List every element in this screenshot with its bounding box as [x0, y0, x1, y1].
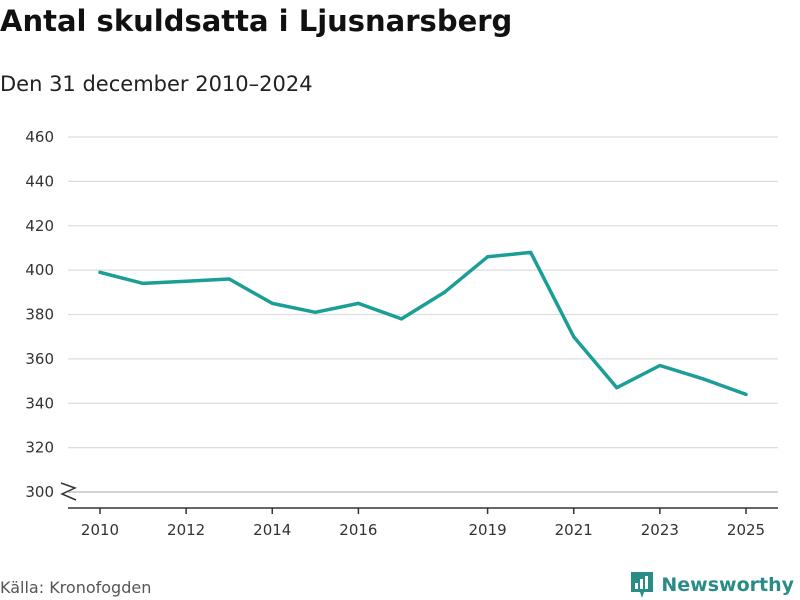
- x-tick-label: 2014: [253, 521, 291, 539]
- data-point: [744, 392, 748, 396]
- source-note: Källa: Kronofogden: [0, 578, 152, 597]
- brand-name: Newsworthy: [661, 574, 794, 596]
- data-point: [270, 301, 274, 306]
- y-tick-label: 300: [25, 483, 54, 501]
- data-point: [486, 255, 490, 259]
- y-tick-label: 420: [25, 217, 54, 235]
- axis-break-icon: [60, 482, 77, 501]
- y-tick-label: 320: [25, 439, 54, 457]
- data-point: [442, 290, 447, 294]
- x-axis: 2010 2012 2014 2016 2019 2021 2023 2025: [68, 507, 778, 539]
- x-tick-label: 2025: [727, 521, 765, 539]
- chart-subtitle: Den 31 december 2010–2024: [0, 72, 313, 96]
- y-axis-ticks: 300 320 340 360 380 400 420 440 460: [25, 128, 77, 501]
- y-tick-label: 400: [25, 261, 54, 279]
- data-point: [572, 335, 576, 339]
- brand-logo: Newsworthy: [629, 570, 794, 600]
- newsworthy-icon: [631, 572, 654, 598]
- x-tick-label: 2010: [81, 521, 119, 539]
- data-point: [658, 363, 662, 368]
- data-point: [615, 386, 619, 390]
- data-point: [227, 277, 231, 281]
- data-point: [399, 317, 404, 321]
- data-point: [98, 270, 102, 274]
- y-tick-label: 340: [25, 394, 54, 412]
- gridlines: [68, 136, 778, 493]
- data-point: [313, 310, 317, 314]
- x-tick-label: 2019: [469, 521, 507, 539]
- data-point: [141, 281, 145, 286]
- data-point: [701, 377, 705, 381]
- x-tick-label: 2021: [555, 521, 593, 539]
- y-tick-label: 460: [25, 128, 54, 146]
- y-tick-label: 440: [25, 172, 54, 190]
- series-line: [98, 250, 748, 397]
- x-tick-label: 2012: [167, 521, 205, 539]
- chart-title: Antal skuldsatta i Ljusnarsberg: [0, 4, 513, 38]
- x-tick-label: 2016: [339, 521, 377, 539]
- data-point: [529, 250, 533, 254]
- line-chart: 300 320 340 360 380 400 420 440 460 2010 2012 2014…: [25, 128, 778, 539]
- y-tick-label: 380: [25, 306, 54, 324]
- data-point: [356, 301, 360, 306]
- data-point: [184, 279, 188, 283]
- series-layer: [98, 250, 748, 397]
- y-tick-label: 360: [25, 350, 54, 368]
- x-tick-label: 2023: [641, 521, 679, 539]
